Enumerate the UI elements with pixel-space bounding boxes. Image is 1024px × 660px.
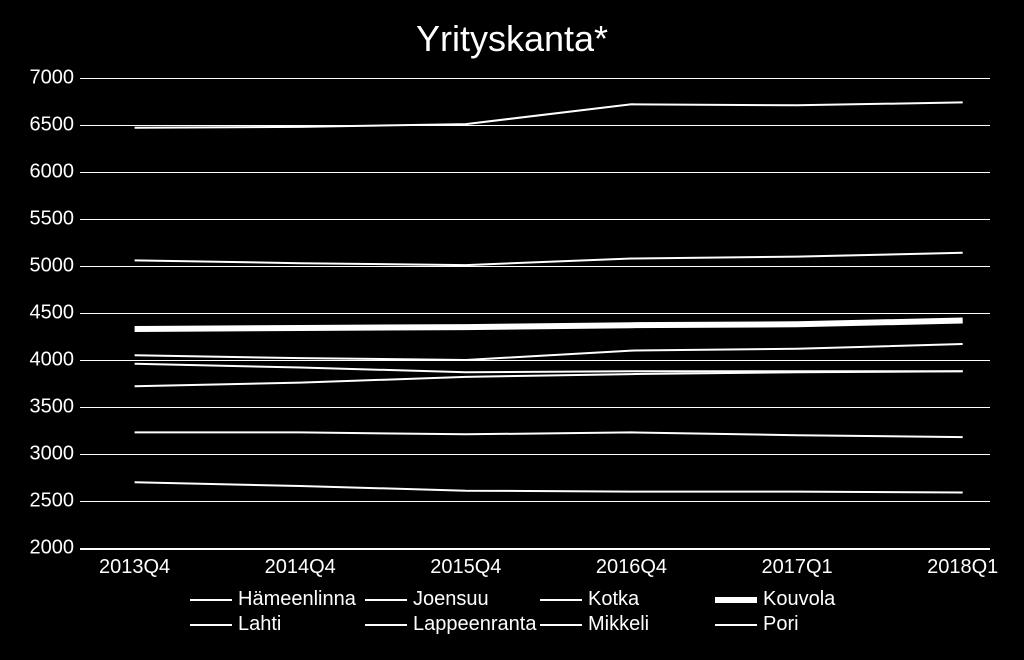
y-tick-label: 5000 bbox=[14, 255, 74, 278]
legend-label: Hämeenlinna bbox=[238, 588, 356, 611]
gridline bbox=[80, 360, 990, 361]
x-tick-label: 2014Q4 bbox=[265, 556, 336, 579]
gridline bbox=[80, 219, 990, 220]
legend-label: Lappeenranta bbox=[413, 613, 536, 636]
legend-item: Joensuu bbox=[365, 588, 540, 611]
legend-label: Joensuu bbox=[413, 588, 489, 611]
gridline bbox=[80, 172, 990, 173]
gridline bbox=[80, 266, 990, 267]
chart-container: Yrityskanta* Hämeenlinna Joensuu Kotka Kouv… bbox=[0, 0, 1024, 660]
legend-swatch bbox=[715, 624, 757, 626]
x-tick-label: 2017Q1 bbox=[761, 556, 832, 579]
series-line bbox=[135, 344, 963, 360]
legend-item: Lappeenranta bbox=[365, 613, 540, 636]
series-line bbox=[135, 102, 963, 127]
legend-item: Mikkeli bbox=[540, 613, 715, 636]
gridline bbox=[80, 313, 990, 314]
legend-item: Kouvola bbox=[715, 588, 890, 611]
x-tick-label: 2015Q4 bbox=[430, 556, 501, 579]
gridline bbox=[80, 548, 990, 549]
legend-row: Hämeenlinna Joensuu Kotka Kouvola bbox=[190, 588, 890, 611]
legend-item: Kotka bbox=[540, 588, 715, 611]
y-tick-label: 2000 bbox=[14, 537, 74, 560]
y-tick-label: 7000 bbox=[14, 67, 74, 90]
legend-swatch bbox=[365, 599, 407, 601]
legend-label: Pori bbox=[763, 613, 799, 636]
y-tick-label: 2500 bbox=[14, 490, 74, 513]
series-line bbox=[135, 253, 963, 265]
gridline bbox=[80, 454, 990, 455]
legend-item: Pori bbox=[715, 613, 890, 636]
series-line bbox=[135, 432, 963, 437]
y-tick-label: 4000 bbox=[14, 349, 74, 372]
gridline bbox=[80, 125, 990, 126]
legend-item: Lahti bbox=[190, 613, 365, 636]
legend-swatch bbox=[540, 599, 582, 601]
legend-swatch bbox=[190, 624, 232, 626]
series-line bbox=[135, 482, 963, 492]
y-tick-label: 3500 bbox=[14, 396, 74, 419]
series-line bbox=[135, 371, 963, 386]
x-tick-label: 2013Q4 bbox=[99, 556, 170, 579]
legend-swatch bbox=[190, 599, 232, 601]
legend: Hämeenlinna Joensuu Kotka Kouvola Lahti Lappe… bbox=[190, 588, 890, 638]
plot-area bbox=[80, 78, 990, 550]
x-tick-label: 2016Q4 bbox=[596, 556, 667, 579]
y-tick-label: 4500 bbox=[14, 302, 74, 325]
legend-label: Mikkeli bbox=[588, 613, 649, 636]
gridline bbox=[80, 407, 990, 408]
series-line bbox=[135, 321, 963, 330]
legend-row: Lahti Lappeenranta Mikkeli Pori bbox=[190, 613, 890, 636]
gridline bbox=[80, 78, 990, 79]
legend-label: Kotka bbox=[588, 588, 639, 611]
y-tick-label: 6500 bbox=[14, 114, 74, 137]
y-tick-label: 5500 bbox=[14, 208, 74, 231]
legend-swatch bbox=[365, 624, 407, 626]
legend-item: Hämeenlinna bbox=[190, 588, 365, 611]
series-line bbox=[135, 364, 963, 372]
y-tick-label: 6000 bbox=[14, 161, 74, 184]
legend-swatch bbox=[540, 624, 582, 626]
y-tick-label: 3000 bbox=[14, 443, 74, 466]
legend-swatch bbox=[715, 597, 757, 603]
legend-label: Lahti bbox=[238, 613, 281, 636]
x-tick-label: 2018Q1 bbox=[927, 556, 998, 579]
legend-label: Kouvola bbox=[763, 588, 835, 611]
gridline bbox=[80, 501, 990, 502]
chart-title: Yrityskanta* bbox=[0, 18, 1024, 60]
